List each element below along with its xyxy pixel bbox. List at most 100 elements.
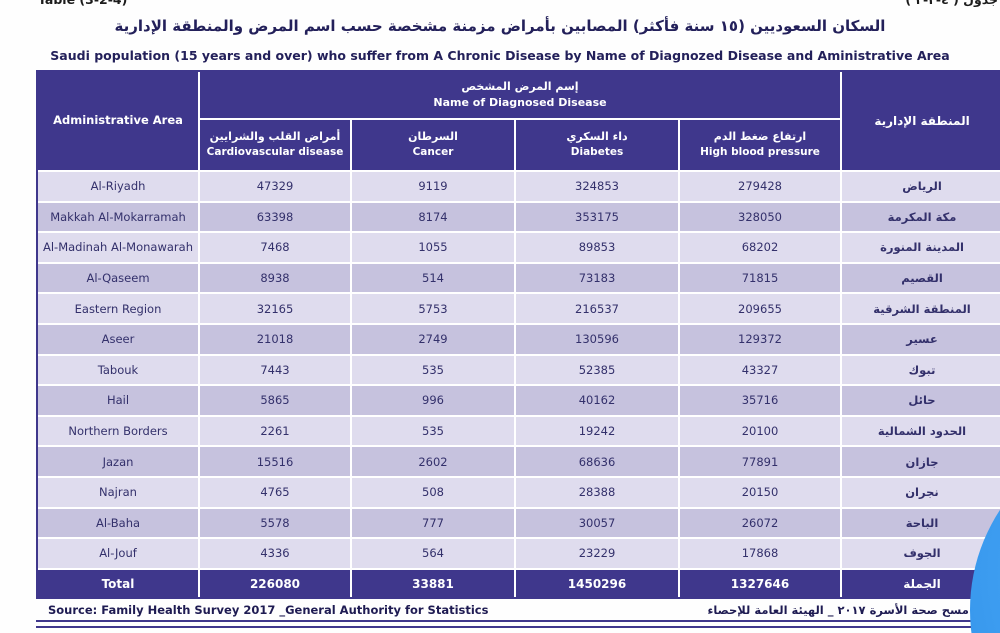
area-name-en: Al-Riyadh xyxy=(38,172,198,201)
area-name-en: Aseer xyxy=(38,324,198,354)
value-cell: 8174 xyxy=(352,202,514,232)
header-cardiovascular-arabic: أمراض القلب والشرايين xyxy=(209,129,341,143)
source-text-english: Source: Family Health Survey 2017 _Gener… xyxy=(48,603,489,617)
value-cell: 23229 xyxy=(516,539,678,568)
source-text-arabic: المصدر: مسح صحة الأسرة ٢٠١٧ _ الهيئة الع… xyxy=(707,603,1000,617)
total-cancer-value: 33881 xyxy=(352,569,514,599)
value-cell: 996 xyxy=(352,386,514,415)
value-cell: 4336 xyxy=(200,539,350,568)
statistics-table: Administrative Area إسم المرض المشخص Nam… xyxy=(36,70,1000,601)
value-cell: 73183 xyxy=(516,263,678,293)
area-name-ar: مكة المكرمة xyxy=(842,202,1000,232)
value-cell: 32165 xyxy=(200,294,350,323)
value-cell: 129372 xyxy=(680,324,840,354)
area-name-en: Jazan xyxy=(38,447,198,476)
value-cell: 2602 xyxy=(352,447,514,476)
group-header-arabic: إسم المرض المشخص xyxy=(461,79,579,93)
header-cancer-english: Cancer xyxy=(412,146,454,159)
area-name-ar: المنطقة الشرقية xyxy=(842,294,1000,323)
value-cell: 35716 xyxy=(680,386,840,415)
value-cell: 8938 xyxy=(200,263,350,293)
group-header-disease-name: إسم المرض المشخص Name of Diagnosed Disea… xyxy=(200,72,840,118)
value-cell: 26072 xyxy=(680,508,840,538)
table-number-label-ar: جدول ( ٤-٢-٣ ) xyxy=(905,0,998,7)
value-cell: 324853 xyxy=(516,172,678,201)
value-cell: 89853 xyxy=(516,233,678,262)
value-cell: 15516 xyxy=(200,447,350,476)
column-header-cardiovascular: أمراض القلب والشرايين Cardiovascular dis… xyxy=(200,120,350,170)
value-cell: 1055 xyxy=(352,233,514,262)
value-cell: 777 xyxy=(352,508,514,538)
value-cell: 43327 xyxy=(680,355,840,385)
area-name-en: Najran xyxy=(38,477,198,507)
value-cell: 9119 xyxy=(352,172,514,201)
value-cell: 2261 xyxy=(200,416,350,446)
value-cell: 19242 xyxy=(516,416,678,446)
total-row-label-en: Total xyxy=(38,569,198,599)
value-cell: 77891 xyxy=(680,447,840,476)
area-name-en: Al-Qaseem xyxy=(38,263,198,293)
value-cell: 7443 xyxy=(200,355,350,385)
area-name-ar: القصيم xyxy=(842,263,1000,293)
area-name-ar: عسير xyxy=(842,324,1000,354)
value-cell: 5865 xyxy=(200,386,350,415)
value-cell: 68636 xyxy=(516,447,678,476)
value-cell: 52385 xyxy=(516,355,678,385)
page-title-arabic: السكان السعوديين (١٥ سنة فأكثر) المصابين… xyxy=(114,17,886,35)
total-hbp-value: 1327646 xyxy=(680,569,840,599)
area-name-ar: الحدود الشمالية xyxy=(842,416,1000,446)
value-cell: 30057 xyxy=(516,508,678,538)
area-name-ar: حائل xyxy=(842,386,1000,415)
value-cell: 7468 xyxy=(200,233,350,262)
area-name-en: Al-Madinah Al-Monawarah xyxy=(38,233,198,262)
column-header-cancer: السرطان Cancer xyxy=(352,120,514,170)
total-diabetes-value: 1450296 xyxy=(516,569,678,599)
value-cell: 328050 xyxy=(680,202,840,232)
value-cell: 564 xyxy=(352,539,514,568)
area-name-ar: تبوك xyxy=(842,355,1000,385)
value-cell: 2749 xyxy=(352,324,514,354)
area-name-en: Hail xyxy=(38,386,198,415)
page-title-english: Saudi population (15 years and over) who… xyxy=(50,48,950,63)
header-diabetes-arabic: داء السكري xyxy=(566,129,628,143)
header-diabetes-english: Diabetes xyxy=(570,146,624,159)
value-cell: 63398 xyxy=(200,202,350,232)
area-name-ar: جازان xyxy=(842,447,1000,476)
value-cell: 28388 xyxy=(516,477,678,507)
area-name-en: Al-Baha xyxy=(38,508,198,538)
area-name-ar: الباحة xyxy=(842,508,1000,538)
value-cell: 68202 xyxy=(680,233,840,262)
group-header-english: Name of Diagnosed Disease xyxy=(433,96,607,109)
header-cancer-arabic: السرطان xyxy=(408,129,458,143)
area-name-en: Tabouk xyxy=(38,355,198,385)
value-cell: 209655 xyxy=(680,294,840,323)
value-cell: 535 xyxy=(352,355,514,385)
value-cell: 40162 xyxy=(516,386,678,415)
value-cell: 216537 xyxy=(516,294,678,323)
area-name-ar: نجران xyxy=(842,477,1000,507)
column-header-high-blood-pressure: ارتفاع ضغط الدم High blood pressure xyxy=(680,120,840,170)
value-cell: 535 xyxy=(352,416,514,446)
value-cell: 71815 xyxy=(680,263,840,293)
value-cell: 130596 xyxy=(516,324,678,354)
column-header-area-arabic: المنطقة الإدارية xyxy=(842,72,1000,170)
area-name-ar: الجوف xyxy=(842,539,1000,568)
value-cell: 47329 xyxy=(200,172,350,201)
area-name-en: Makkah Al-Mokarramah xyxy=(38,202,198,232)
source-footer: Source: Family Health Survey 2017 _Gener… xyxy=(36,597,1000,620)
area-name-en: Al-Jouf xyxy=(38,539,198,568)
bottom-double-rule xyxy=(36,620,1000,628)
area-name-en: Northern Borders xyxy=(38,416,198,446)
value-cell: 514 xyxy=(352,263,514,293)
value-cell: 508 xyxy=(352,477,514,507)
column-header-administrative-area: Administrative Area xyxy=(38,72,198,170)
value-cell: 20150 xyxy=(680,477,840,507)
value-cell: 20100 xyxy=(680,416,840,446)
total-cardiovascular-value: 226080 xyxy=(200,569,350,599)
value-cell: 4765 xyxy=(200,477,350,507)
header-hbp-english: High blood pressure xyxy=(700,146,820,159)
table-number-label-en: Table (3-2-4) xyxy=(38,0,127,7)
header-hbp-arabic: ارتفاع ضغط الدم xyxy=(713,129,807,143)
column-header-diabetes: داء السكري Diabetes xyxy=(516,120,678,170)
area-name-ar: الرياض xyxy=(842,172,1000,201)
